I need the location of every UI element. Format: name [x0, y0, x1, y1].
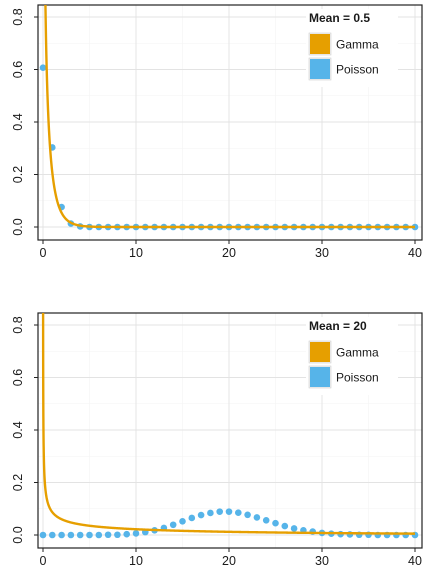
legend-key-swatch — [310, 59, 330, 79]
poisson-point — [39, 64, 47, 71]
y-tick-label: 0.8 — [11, 8, 25, 25]
poisson-point — [207, 509, 214, 517]
y-tick-label: 0.2 — [11, 474, 25, 491]
x-tick-label: 40 — [408, 554, 422, 568]
legend-title: Mean = 0.5 — [309, 11, 370, 25]
poisson-point — [281, 522, 289, 530]
y-tick-label: 0.0 — [11, 218, 25, 235]
poisson-point — [39, 531, 47, 539]
y-tick-label: 0.6 — [11, 61, 25, 78]
poisson-point — [225, 508, 233, 515]
poisson-point — [114, 531, 121, 539]
poisson-point — [272, 519, 279, 527]
poisson-point — [179, 518, 186, 525]
x-tick-label: 0 — [40, 554, 47, 568]
poisson-point — [104, 531, 112, 539]
poisson-point — [253, 514, 261, 521]
y-tick-label: 0.4 — [11, 113, 25, 130]
poisson-point — [235, 509, 242, 516]
y-tick-label: 0.2 — [11, 166, 25, 183]
poisson-point — [123, 530, 130, 538]
x-tick-label: 30 — [315, 246, 329, 260]
legend-title: Mean = 20 — [309, 319, 367, 333]
gamma-line — [44, 5, 416, 229]
legend-label: Poisson — [336, 63, 379, 77]
plot-area — [39, 313, 419, 539]
poisson-point — [49, 531, 56, 539]
poisson-point — [95, 531, 103, 539]
x-tick-label: 20 — [222, 554, 236, 568]
legend-label: Gamma — [336, 38, 379, 52]
poisson-point — [188, 514, 196, 522]
poisson-point — [76, 531, 84, 539]
legend: Mean = 20 Gamma Poisson — [306, 317, 398, 395]
y-tick-label: 0.8 — [11, 316, 25, 333]
y-tick-label: 0.6 — [11, 369, 25, 386]
chart-panel-1: 0 10 20 30 40 0.0 0.2 0.4 0.6 0.8 Mean = 0.5 Gamma P… — [11, 4, 423, 260]
plot-area — [39, 5, 419, 231]
poisson-point — [262, 517, 270, 524]
y-tick-label: 0.4 — [11, 421, 25, 438]
poisson-point — [58, 531, 65, 539]
chart-panel-2: 0 10 20 30 40 0.0 0.2 0.4 0.6 0.8 Mean = 20 Gamma Po… — [11, 312, 423, 568]
poisson-point — [169, 521, 177, 529]
x-tick-label: 10 — [129, 246, 143, 260]
x-tick-label: 20 — [222, 246, 236, 260]
x-tick-label: 0 — [40, 246, 47, 260]
poisson-point — [290, 525, 298, 532]
poisson-point — [216, 508, 223, 515]
legend-key-swatch — [310, 367, 330, 387]
legend: Mean = 0.5 Gamma Poisson — [306, 9, 398, 87]
legend-key-swatch — [310, 34, 330, 54]
gamma-line — [41, 313, 416, 535]
poisson-point — [244, 511, 251, 519]
legend-label: Poisson — [336, 371, 379, 385]
x-tick-label: 40 — [408, 246, 422, 260]
x-tick-label: 10 — [129, 554, 143, 568]
poisson-point — [86, 531, 93, 539]
poisson-point — [132, 530, 140, 537]
legend-key-swatch — [310, 342, 330, 362]
poisson-point — [67, 531, 75, 539]
poisson-point — [197, 511, 205, 519]
x-tick-label: 30 — [315, 554, 329, 568]
legend-label: Gamma — [336, 346, 379, 360]
y-tick-label: 0.0 — [11, 526, 25, 543]
